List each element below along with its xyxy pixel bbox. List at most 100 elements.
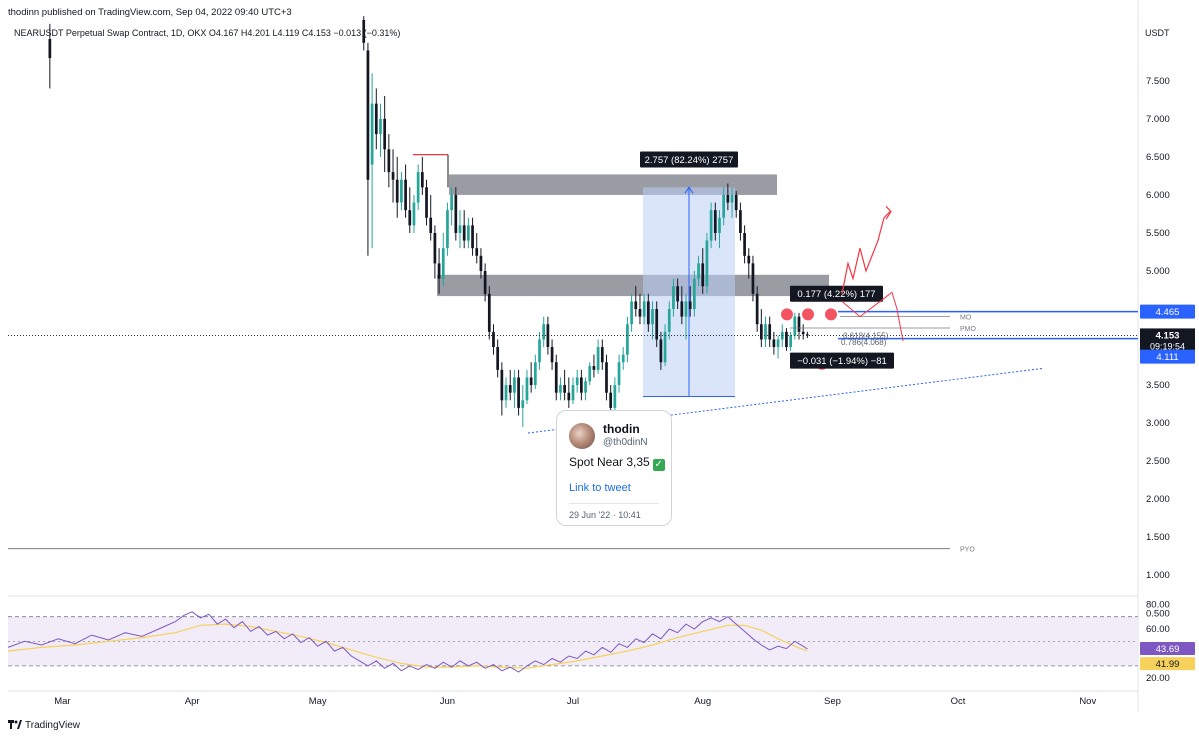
tweet-author-name: thodin: [603, 422, 640, 436]
candle-body: [487, 293, 491, 332]
candle-body: [420, 172, 424, 188]
measure-down-label-bg: [790, 352, 894, 369]
candle-body: [785, 331, 788, 348]
candle-body: [475, 248, 479, 256]
candle-body: [458, 225, 462, 233]
candle-body: [433, 232, 437, 264]
candle-body: [659, 339, 663, 363]
tweet-card[interactable]: thodin @th0dinN Spot Near 3,35 ✓ Link to …: [556, 410, 672, 526]
tweet-date: 29 Jun '22 · 10:41: [569, 510, 641, 520]
time-axis-tick: May: [309, 696, 327, 707]
candle-body: [450, 194, 453, 211]
candle-body: [651, 309, 654, 325]
candle-body: [626, 324, 629, 355]
rsi-line: [7, 611, 808, 673]
candle-body: [408, 210, 412, 226]
candle-body: [508, 385, 512, 393]
tradingview-logo-icon: [8, 720, 22, 729]
price-axis-tick: 7.500: [1146, 76, 1170, 87]
price-axis-tick: 5.000: [1146, 266, 1170, 277]
candle-body: [655, 309, 659, 340]
candle-body: [772, 339, 776, 348]
tweet-author-handle: @th0dinN: [603, 437, 648, 448]
projection-alt: [841, 291, 904, 342]
candle-body: [416, 172, 420, 203]
tweet-link[interactable]: Link to tweet: [569, 482, 631, 494]
price-tag-4153: 4.153: [1156, 330, 1180, 341]
candle-body: [709, 210, 713, 241]
price-axis-tick: 6.500: [1146, 152, 1170, 163]
candle-body: [747, 255, 751, 264]
time-axis-tick: Nov: [1079, 696, 1096, 707]
candle-body: [600, 347, 604, 363]
candle-body: [563, 385, 566, 393]
price-axis-tick: 3.500: [1146, 380, 1170, 391]
candle-body: [730, 194, 734, 203]
measure-up-label-bg: [640, 151, 738, 168]
candle-body: [454, 194, 458, 233]
tradingview-logo-label: TradingView: [25, 720, 81, 731]
candle-body: [517, 377, 520, 408]
candle-body: [672, 286, 675, 310]
candle-body: [806, 334, 809, 336]
candle-body: [379, 118, 382, 135]
rsi-axis-tick: 80.00: [1146, 599, 1170, 610]
candle-body: [743, 232, 746, 256]
candle-body: [605, 362, 608, 393]
price-axis-tick: 1.500: [1146, 532, 1170, 543]
candle-body: [559, 385, 562, 393]
fib-786-label: 0.786(4.068): [841, 338, 887, 347]
time-axis-tick: Sep: [824, 696, 841, 707]
candle-body: [521, 400, 525, 408]
candle-body: [693, 278, 696, 310]
price-tag-4465-bg: [1140, 304, 1195, 319]
measure-mid-label-bg: [790, 285, 883, 302]
tweet-text: Spot Near 3,35: [569, 455, 650, 469]
candle-body: [688, 301, 692, 310]
red-marker: [802, 308, 814, 321]
rsi-value-tag: 43.69: [1156, 644, 1180, 655]
candle-body: [621, 354, 625, 363]
trend-line: [527, 367, 1044, 434]
candle-body: [642, 301, 646, 317]
candle-body: [429, 217, 433, 233]
candle-body: [366, 50, 370, 180]
price-axis-tick: 0.500: [1146, 608, 1170, 619]
candle-body: [630, 301, 633, 325]
price-tag-4111: 4.111: [1156, 352, 1178, 363]
tradingview-logo[interactable]: TradingView: [8, 720, 80, 731]
candle-body: [768, 324, 772, 340]
candle-body: [789, 335, 792, 348]
candle-body: [492, 331, 495, 348]
candle-body: [538, 339, 541, 363]
fib-618-label: 0.618(4.155): [843, 331, 889, 340]
pyo-label: PYO: [960, 547, 975, 554]
candle-body: [550, 347, 554, 363]
publisher-line: thodinn published on TradingView.com, Se…: [8, 7, 292, 18]
measure-arrow-head: [684, 186, 694, 194]
candle-body: [471, 225, 474, 249]
candle-body: [739, 210, 742, 233]
candle-body: [513, 377, 516, 393]
candle-body: [575, 377, 579, 386]
candle-body: [588, 366, 592, 382]
candle-body: [776, 339, 780, 348]
mo-label: MO: [960, 315, 972, 322]
candle-body: [362, 20, 366, 43]
rsi-ma-value-tag-bg: [1140, 657, 1195, 671]
price-tag-4111-bg: [1140, 349, 1195, 364]
projection-arrow: [885, 205, 892, 220]
candle-body: [596, 347, 600, 370]
projection-up: [841, 211, 891, 294]
rsi-value-tag-bg: [1140, 642, 1195, 656]
candle-body: [542, 324, 546, 340]
candle-body: [705, 240, 709, 287]
measure-up-label: 2.757 (82.24%) 2757: [645, 155, 734, 166]
candle-body: [755, 293, 759, 325]
candle-body: [391, 172, 395, 180]
price-countdown: 09:19:54: [1150, 341, 1185, 351]
candle-body: [701, 263, 705, 287]
tweet-text-row: Spot Near 3,35 ✓: [569, 455, 665, 471]
